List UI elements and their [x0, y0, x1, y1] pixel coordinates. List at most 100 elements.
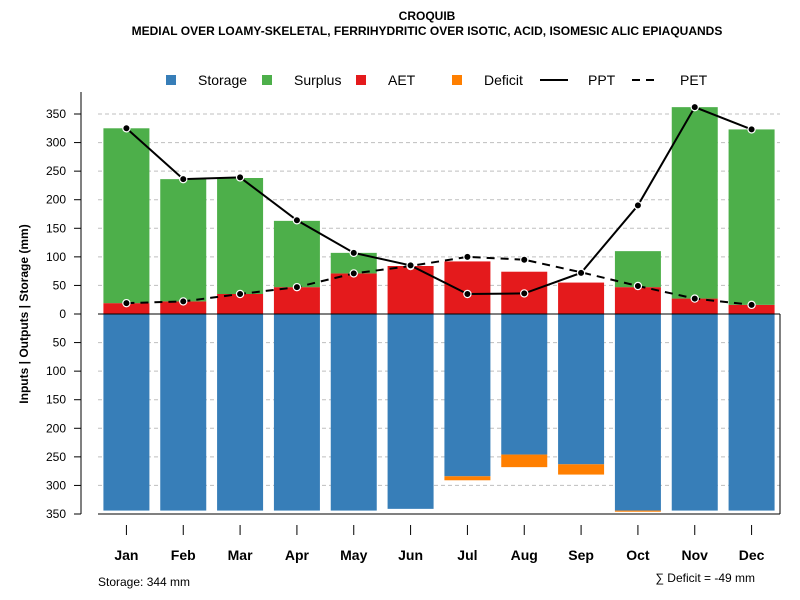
storage-bar-aug [501, 314, 548, 455]
legend-swatch-deficit [452, 75, 462, 85]
aet-bar-jul [444, 261, 491, 314]
storage-bar-jan [103, 314, 150, 511]
aet-bar-jan [103, 303, 150, 314]
x-tick-label-mar: Mar [228, 547, 253, 563]
chart-title: CROQUIB [399, 9, 456, 23]
ppt-point-oct [633, 201, 643, 210]
ppt-point-feb [179, 174, 188, 184]
storage-bar-may [330, 314, 377, 511]
storage-bar-oct [614, 314, 661, 511]
axes: 350 300 250 200 150 100 50 0 50 100 150 200 250 300 35… [46, 92, 781, 563]
pet-point-aug [520, 255, 529, 264]
x-tick-label-sep: Sep [568, 547, 594, 563]
y-tick-label: 200 [46, 193, 66, 207]
y-tick-label: 200 [46, 421, 66, 435]
aet-bar-sep [558, 282, 605, 314]
aet-bar-feb [160, 301, 207, 314]
deficit-bar-oct [614, 510, 661, 512]
surplus-bar-nov [671, 107, 718, 299]
aet-bar-apr [273, 287, 320, 314]
surplus-bar-apr [273, 220, 320, 288]
ppt-point-jan [122, 124, 131, 133]
y-tick-label: 100 [46, 364, 66, 378]
x-tick-label-dec: Dec [739, 547, 765, 563]
pet-point-nov [690, 294, 699, 303]
deficit-footer: ∑ Deficit = -49 mm [655, 571, 755, 585]
deficit-bar-aug [501, 454, 548, 468]
y-tick-label: 0 [59, 307, 66, 321]
pet-point-feb [179, 297, 188, 306]
x-tick-label-apr: Apr [285, 547, 310, 563]
storage-bar-dec [728, 314, 775, 511]
x-tick-label-jun: Jun [398, 547, 423, 563]
legend-label-surplus: Surplus [294, 72, 341, 88]
aet-bar-may [330, 273, 377, 314]
ppt-point-nov [690, 102, 699, 112]
legend-swatch-storage [166, 75, 176, 85]
aet-bar-nov [671, 298, 718, 314]
y-tick-label: 250 [46, 164, 66, 178]
x-tick-label-nov: Nov [682, 547, 709, 563]
x-tick-label-jul: Jul [457, 547, 477, 563]
grid [98, 113, 780, 515]
ppt-point-may [349, 248, 358, 258]
pet-point-dec [747, 300, 756, 310]
bars [103, 107, 775, 512]
surplus-bar-dec [728, 129, 775, 305]
surplus-bar-mar [217, 178, 264, 294]
pet-line [126, 255, 752, 306]
y-tick-label: 300 [46, 136, 66, 150]
aet-bar-mar [217, 294, 264, 314]
y-tick-label: 350 [46, 107, 66, 121]
legend-label-deficit: Deficit [484, 72, 523, 88]
legend-label-pet: PET [680, 72, 708, 88]
deficit-bar-sep [558, 464, 605, 475]
y-axis-label: Inputs | Outputs | Storage (mm) [17, 224, 31, 403]
pet-point-jan [122, 298, 131, 308]
storage-bar-feb [160, 314, 207, 511]
storage-bar-jun [387, 314, 434, 509]
surplus-bar-oct [614, 251, 661, 288]
ppt-point-sep [576, 268, 586, 278]
legend-label-ppt: PPT [588, 72, 616, 88]
y-tick-label: 350 [46, 507, 66, 521]
aet-bar-oct [614, 287, 661, 314]
lines [122, 102, 756, 310]
storage-footer: Storage: 344 mm [98, 575, 190, 589]
storage-bar-sep [558, 314, 605, 465]
x-tick-label-aug: Aug [511, 547, 538, 563]
legend: Storage Surplus AET Deficit PPT PET [166, 72, 708, 88]
ppt-point-aug [520, 289, 529, 298]
y-tick-label: 150 [46, 221, 66, 235]
y-tick-label: 50 [53, 336, 67, 350]
x-tick-label-jan: Jan [114, 547, 138, 563]
deficit-bar-jul [444, 476, 491, 481]
legend-label-aet: AET [388, 72, 416, 88]
x-tick-label-oct: Oct [626, 547, 650, 563]
ppt-point-mar [235, 173, 245, 182]
ppt-point-jul [463, 289, 472, 299]
surplus-bar-jan [103, 128, 150, 304]
surplus-bar-feb [160, 179, 207, 302]
y-tick-label: 250 [46, 450, 66, 464]
storage-bar-jul [444, 314, 491, 477]
aet-bar-dec [728, 304, 775, 314]
pet-point-jul [463, 252, 472, 262]
surplus-bar-may [330, 252, 377, 274]
y-tick-label: 50 [53, 278, 67, 292]
storage-bar-apr [273, 314, 320, 511]
pet-point-may [349, 269, 358, 278]
y-tick-label: 300 [46, 478, 66, 492]
chart-subtitle: MEDIAL OVER LOAMY-SKELETAL, FERRIHYDRITI… [132, 24, 723, 38]
pet-point-mar [235, 289, 245, 299]
legend-swatch-aet [356, 75, 366, 85]
ppt-point-dec [747, 125, 756, 134]
x-tick-label-may: May [340, 547, 367, 563]
x-tick-label-feb: Feb [171, 547, 196, 563]
pet-point-oct [633, 281, 643, 291]
storage-bar-nov [671, 314, 718, 511]
ppt-line [125, 105, 752, 296]
pet-point-apr [292, 282, 302, 292]
y-tick-label: 100 [46, 250, 66, 264]
